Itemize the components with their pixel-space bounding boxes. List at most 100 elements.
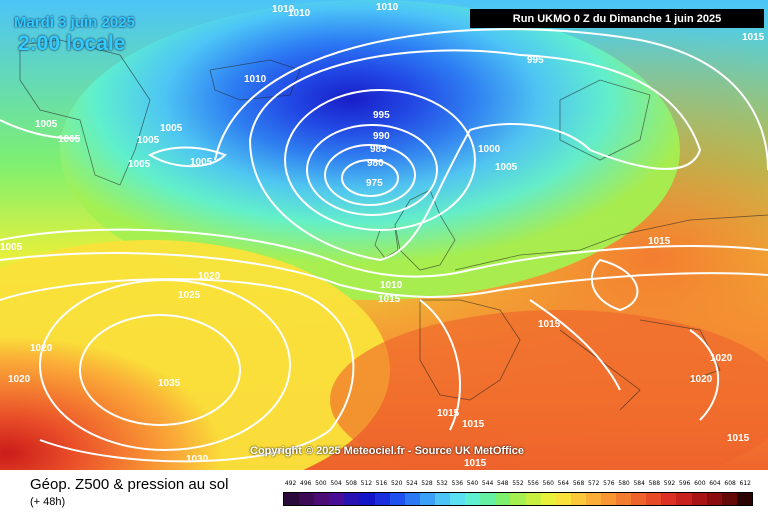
legend-value-604: 604 — [709, 480, 721, 487]
isobar-label: 995 — [527, 55, 544, 66]
isobar-label: 1005 — [58, 134, 81, 145]
legend-swatch-508 — [344, 493, 360, 505]
legend-swatch-496 — [299, 493, 315, 505]
isobar-label: 1010 — [272, 4, 295, 15]
legend-value-508: 508 — [345, 480, 357, 487]
legend-swatch-608 — [721, 493, 737, 505]
legend-value-588: 588 — [648, 480, 661, 487]
legend-value-520: 520 — [390, 480, 403, 487]
legend-swatch-556 — [525, 493, 541, 505]
legend-value-600: 600 — [694, 480, 706, 487]
legend-swatch-572 — [585, 493, 601, 505]
legend-value-512: 512 — [360, 480, 373, 487]
legend-value-584: 584 — [633, 480, 645, 487]
isobar-label: 1010 — [380, 280, 403, 291]
isobar-label: 1005 — [0, 242, 23, 253]
isobar-label: 1020 — [8, 374, 31, 385]
legend-value-560: 560 — [542, 480, 554, 487]
legend-value-564: 564 — [557, 480, 570, 487]
legend-swatch-504 — [329, 493, 345, 505]
legend-swatch-604 — [706, 493, 722, 505]
legend-value-labels: 492 496 500 504 508 512 516 520 524 528 532 536 540 5… — [283, 480, 753, 490]
isobar-label: 1010 — [288, 8, 311, 19]
legend-swatch-512 — [359, 493, 375, 505]
legend-swatch-536 — [450, 493, 466, 505]
isobar-label: 1025 — [178, 290, 201, 301]
isobar-label: 1000 — [478, 144, 501, 155]
legend-swatch-552 — [510, 493, 526, 505]
legend-value-596: 596 — [678, 480, 691, 487]
legend-swatch-500 — [314, 493, 330, 505]
isobar-label: 1020 — [30, 343, 53, 354]
legend-swatch-592 — [661, 493, 677, 505]
isobar-label: 975 — [366, 178, 383, 189]
isobar-label: 1020 — [198, 271, 221, 282]
legend-swatch-580 — [616, 493, 632, 505]
legend-value-572: 572 — [587, 480, 600, 487]
isobar-label: 1035 — [158, 378, 181, 389]
legend-swatch-492 — [284, 493, 300, 505]
legend-value-548: 548 — [497, 480, 509, 487]
forecast-date: Mardi 3 juin 2025 — [14, 14, 135, 31]
isobar-label: 1015 — [727, 433, 750, 444]
color-legend — [283, 492, 753, 506]
legend-value-532: 532 — [436, 480, 448, 487]
legend-swatch-524 — [404, 493, 420, 505]
model-run-label: Run UKMO 0 Z du Dimanche 1 juin 2025 — [470, 9, 764, 28]
isobar-label: 1010 — [244, 74, 267, 85]
isobar-label: 1015 — [378, 294, 401, 305]
isobar-label: 1005 — [128, 159, 151, 170]
copyright-text: Copyright © 2025 Meteociel.fr - Source U… — [250, 445, 524, 457]
legend-swatch-528 — [419, 493, 435, 505]
legend-value-504: 504 — [330, 480, 342, 487]
legend-swatch-520 — [389, 493, 405, 505]
isobar-label: 1015 — [464, 458, 487, 469]
isobar-label: 1010 — [376, 2, 399, 13]
legend-value-556: 556 — [527, 480, 539, 487]
legend-value-528: 528 — [421, 480, 433, 487]
legend-swatch-584 — [631, 493, 647, 505]
legend-swatch-564 — [555, 493, 571, 505]
legend-swatch-516 — [374, 493, 390, 505]
isobar-label: 1030 — [186, 454, 209, 465]
legend-value-524: 524 — [406, 480, 418, 487]
legend-swatch-612 — [736, 493, 752, 505]
legend-swatch-540 — [465, 493, 481, 505]
legend-swatch-600 — [691, 493, 707, 505]
isobar-label: 980 — [367, 158, 384, 169]
legend-value-536: 536 — [451, 480, 464, 487]
legend-swatch-596 — [676, 493, 692, 505]
footer-subtitle: (+ 48h) — [30, 496, 66, 508]
legend-value-496: 496 — [300, 480, 312, 487]
isobar-label: 1005 — [495, 162, 518, 173]
legend-swatch-588 — [646, 493, 662, 505]
legend-value-492: 492 — [284, 480, 297, 487]
isobar-label: 1015 — [462, 419, 485, 430]
legend-value-552: 552 — [512, 480, 524, 487]
legend-value-500: 500 — [315, 480, 327, 487]
legend-value-544: 544 — [481, 480, 494, 487]
isobar-label: 985 — [370, 144, 387, 155]
legend-value-568: 568 — [572, 480, 585, 487]
legend-value-576: 576 — [603, 480, 615, 487]
legend-value-592: 592 — [663, 480, 676, 487]
forecast-time: 2:00 locale — [18, 32, 126, 55]
legend-value-516: 516 — [375, 480, 388, 487]
legend-swatch-568 — [570, 493, 586, 505]
legend-swatch-548 — [495, 493, 511, 505]
footer-title: Géop. Z500 & pression au sol — [30, 476, 229, 493]
legend-swatch-532 — [434, 493, 451, 505]
isobar-label: 1005 — [190, 157, 213, 168]
isobar-label: 1005 — [160, 123, 183, 134]
legend-swatch-560 — [540, 493, 556, 505]
legend-value-580: 580 — [618, 480, 630, 487]
isobar-label: 1015 — [648, 236, 671, 247]
isobar-label: 1015 — [538, 319, 561, 330]
legend-value-608: 608 — [724, 480, 736, 487]
isobar-label: 990 — [373, 131, 390, 142]
legend-value-612: 612 — [739, 480, 751, 487]
isobar-label: 1020 — [690, 374, 713, 385]
isobar-label: 1015 — [437, 408, 460, 419]
